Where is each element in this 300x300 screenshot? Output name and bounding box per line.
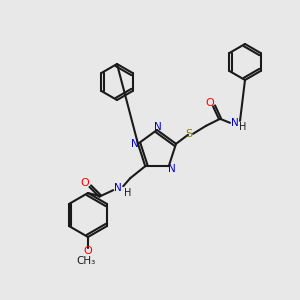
Text: O: O <box>84 246 92 256</box>
Text: CH₃: CH₃ <box>76 256 96 266</box>
Text: S: S <box>185 129 193 139</box>
Text: N: N <box>231 118 239 128</box>
Text: H: H <box>239 122 247 132</box>
Text: O: O <box>206 98 214 108</box>
Text: N: N <box>114 183 122 193</box>
Text: N: N <box>168 164 176 174</box>
Text: H: H <box>124 188 131 198</box>
Text: N: N <box>154 122 162 132</box>
Text: N: N <box>131 139 139 149</box>
Text: O: O <box>81 178 90 188</box>
